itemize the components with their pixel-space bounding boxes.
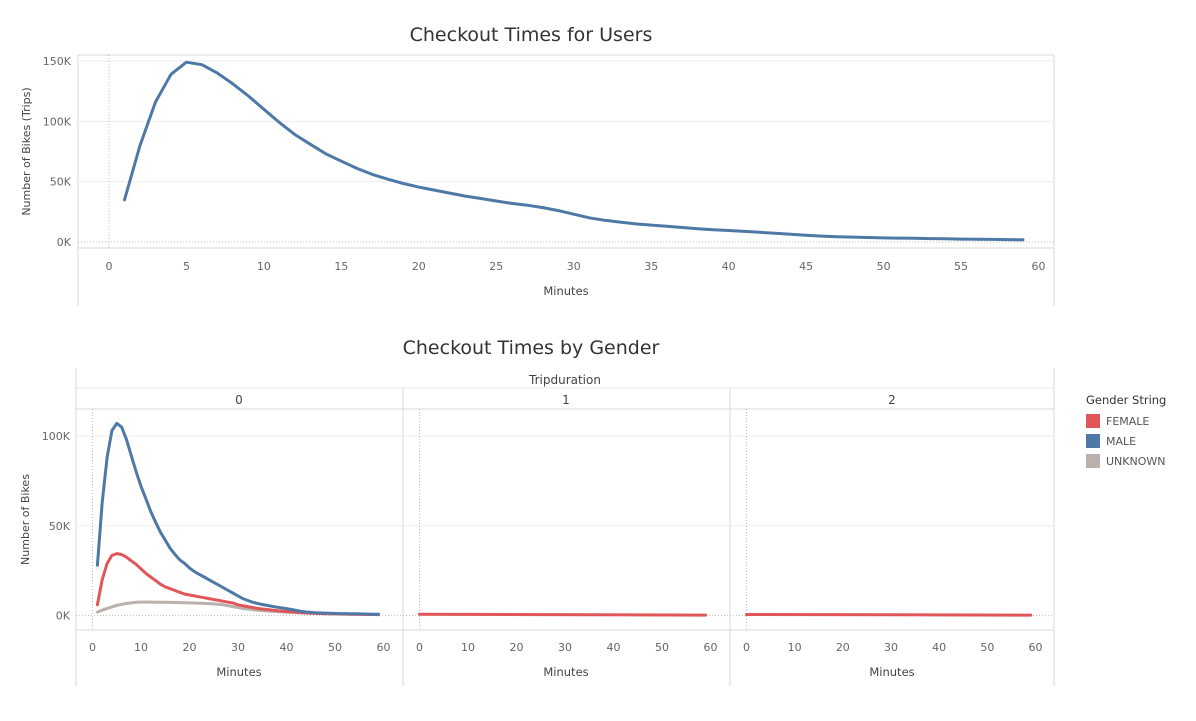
series-line-users xyxy=(123,60,1025,242)
x-tick-label: 20 xyxy=(412,260,426,273)
legend-item-unknown[interactable]: UNKNOWN xyxy=(1086,451,1190,471)
x-axis-label-panel-2: Minutes xyxy=(869,665,914,679)
legend-label-male: MALE xyxy=(1106,434,1137,448)
x-tick-label: 25 xyxy=(489,260,503,273)
x-tick-label: 10 xyxy=(134,641,148,654)
panel-header-2: 2 xyxy=(888,393,896,407)
x-tick-label: 30 xyxy=(558,641,572,654)
x-tick-label: 20 xyxy=(183,641,197,654)
x-tick-label: 10 xyxy=(788,641,802,654)
legend-title: Gender String xyxy=(1086,393,1167,407)
x-tick-label: 20 xyxy=(836,641,850,654)
facet-header-title: Tripduration xyxy=(528,373,601,387)
y-tick-label: 50K xyxy=(49,520,71,533)
x-tick-label: 40 xyxy=(932,641,946,654)
x-axis-label-panel-0: Minutes xyxy=(216,665,261,679)
x-tick-label: 0 xyxy=(105,260,112,273)
legend: Gender String FEMALE MALE UNKNOWN xyxy=(1086,393,1190,471)
x-tick-label: 0 xyxy=(89,641,96,654)
x-tick-label: 50 xyxy=(877,260,891,273)
legend-label-unknown: UNKNOWN xyxy=(1106,454,1166,468)
y-tick-label: 150K xyxy=(43,55,72,68)
x-tick-label: 60 xyxy=(1029,641,1043,654)
x-tick-label: 0 xyxy=(743,641,750,654)
y-axis-label-1: Number of Bikes (Trips) xyxy=(20,87,33,215)
y-tick-label: 100K xyxy=(43,115,72,128)
legend-swatch-male xyxy=(1086,434,1100,448)
x-axis-label-1: Minutes xyxy=(543,284,588,298)
x-tick-label: 45 xyxy=(799,260,813,273)
legend-swatch-unknown xyxy=(1086,454,1100,468)
legend-item-female[interactable]: FEMALE xyxy=(1086,411,1190,431)
y-axis-label-2: Number of Bikes xyxy=(19,474,32,565)
series-line-female xyxy=(745,613,1033,617)
x-tick-label: 40 xyxy=(606,641,620,654)
x-tick-label: 10 xyxy=(257,260,271,273)
x-tick-label: 50 xyxy=(328,641,342,654)
y-tick-label: 0K xyxy=(56,610,71,623)
y-tick-label: 0K xyxy=(57,236,72,249)
legend-swatch-female xyxy=(1086,414,1100,428)
legend-label-female: FEMALE xyxy=(1106,414,1150,428)
series-line-female xyxy=(418,612,708,617)
series-line-female xyxy=(95,552,381,617)
series-line-male xyxy=(95,421,381,616)
x-tick-label: 55 xyxy=(954,260,968,273)
chart-title-2: Checkout Times by Gender xyxy=(403,337,660,359)
x-tick-label: 35 xyxy=(644,260,658,273)
y-tick-label: 100K xyxy=(42,430,71,443)
x-tick-label: 40 xyxy=(279,641,293,654)
x-tick-label: 30 xyxy=(884,641,898,654)
x-tick-label: 10 xyxy=(461,641,475,654)
x-tick-label: 60 xyxy=(1032,260,1046,273)
x-tick-label: 30 xyxy=(231,641,245,654)
x-tick-label: 15 xyxy=(334,260,348,273)
panel-header-1: 1 xyxy=(562,393,570,407)
plot-frame-1 xyxy=(77,54,1055,249)
legend-item-male[interactable]: MALE xyxy=(1086,431,1190,451)
x-tick-label: 0 xyxy=(416,641,423,654)
x-tick-label: 60 xyxy=(703,641,717,654)
x-tick-label: 5 xyxy=(183,260,190,273)
x-tick-label: 40 xyxy=(722,260,736,273)
x-tick-label: 60 xyxy=(376,641,390,654)
x-axis-label-panel-1: Minutes xyxy=(543,665,588,679)
chart-title-1: Checkout Times for Users xyxy=(410,24,653,46)
x-tick-label: 30 xyxy=(567,260,581,273)
panel-header-0: 0 xyxy=(235,393,243,407)
x-tick-label: 50 xyxy=(655,641,669,654)
y-tick-label: 50K xyxy=(50,176,72,189)
x-tick-label: 50 xyxy=(980,641,994,654)
x-tick-label: 20 xyxy=(510,641,524,654)
